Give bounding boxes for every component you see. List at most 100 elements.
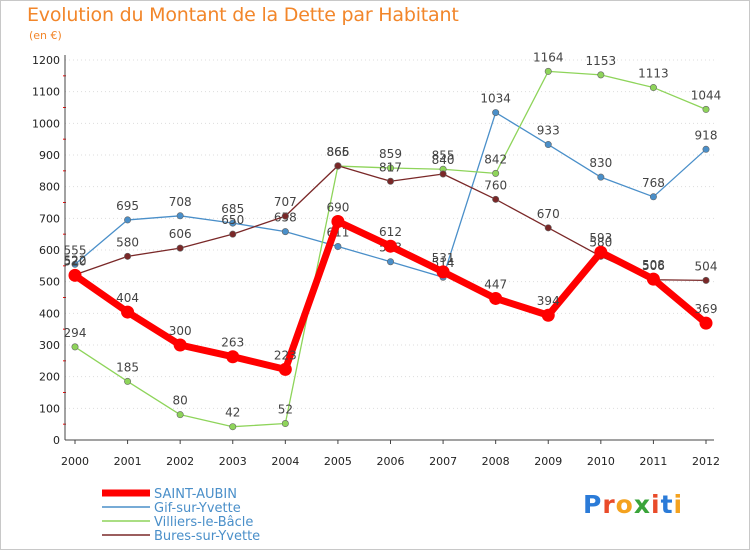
logo-letter: i: [651, 490, 661, 519]
y-tick-label: 1200: [32, 54, 60, 67]
data-label: 768: [642, 176, 665, 190]
data-label: 404: [116, 291, 139, 305]
logo-letter: t: [660, 490, 674, 519]
y-tick-label: 600: [39, 244, 60, 257]
data-label: 859: [379, 147, 402, 161]
data-point: [281, 228, 289, 236]
data-point: [229, 219, 237, 227]
y-tick-label: 500: [39, 276, 60, 289]
data-label: 185: [116, 360, 139, 374]
y-tick-label: 400: [39, 307, 60, 320]
data-point: [699, 316, 713, 330]
x-tick-label: 2012: [692, 455, 720, 468]
data-point: [702, 105, 710, 113]
data-label: 690: [326, 201, 349, 215]
data-point: [489, 291, 503, 305]
data-label: 685: [221, 202, 244, 216]
y-tick-label: 700: [39, 212, 60, 225]
x-tick-label: 2002: [166, 455, 194, 468]
data-point: [386, 258, 394, 266]
legend-label: Gif-sur-Yvette: [154, 501, 241, 516]
data-label: 933: [537, 124, 560, 138]
data-label: 817: [379, 160, 402, 174]
data-label: 670: [537, 207, 560, 221]
proxiti-logo: Proxiti: [583, 490, 683, 519]
data-point: [702, 276, 710, 284]
data-point: [124, 377, 132, 385]
x-tick-label: 2009: [534, 455, 562, 468]
data-label: 918: [695, 128, 718, 142]
data-point: [386, 164, 394, 172]
data-point: [544, 224, 552, 232]
data-point: [594, 245, 608, 259]
data-label: 1044: [691, 88, 722, 102]
data-point: [71, 343, 79, 351]
data-label: 866: [326, 145, 349, 159]
data-label: 1164: [533, 50, 564, 64]
data-point: [124, 216, 132, 224]
data-label: 606: [169, 227, 192, 241]
data-label: 830: [589, 156, 612, 170]
data-point: [176, 244, 184, 252]
data-point: [124, 252, 132, 260]
data-label: 520: [64, 254, 87, 268]
data-label: 447: [484, 277, 507, 291]
data-point: [649, 193, 657, 201]
data-label: 394: [537, 294, 560, 308]
x-tick-label: 2008: [482, 455, 510, 468]
x-tick-label: 2011: [639, 455, 667, 468]
data-point: [229, 230, 237, 238]
y-tick-label: 1100: [32, 86, 60, 99]
data-point: [278, 362, 292, 376]
y-tick-label: 200: [39, 371, 60, 384]
data-point: [281, 420, 289, 428]
chart-title: Evolution du Montant de la Dette par Hab…: [27, 4, 459, 26]
data-point: [281, 212, 289, 220]
data-label: 593: [589, 231, 612, 245]
data-point: [121, 305, 135, 319]
data-label: 1153: [586, 54, 617, 68]
data-label: 760: [484, 178, 507, 192]
data-point: [334, 162, 342, 170]
data-point: [229, 423, 237, 431]
data-label: 42: [225, 406, 240, 420]
data-point: [544, 67, 552, 75]
data-label: 80: [173, 394, 188, 408]
data-point: [646, 272, 660, 286]
x-tick-label: 2004: [271, 455, 299, 468]
logo-letter: P: [583, 490, 603, 519]
data-label: 708: [169, 195, 192, 209]
data-label: 840: [432, 153, 455, 167]
data-point: [436, 265, 450, 279]
x-tick-label: 2000: [61, 455, 89, 468]
data-point: [384, 239, 397, 253]
logo-letter: i: [673, 490, 684, 519]
data-point: [702, 145, 710, 153]
data-label: 865: [326, 145, 349, 159]
data-point: [492, 195, 500, 203]
data-label: 508: [642, 258, 665, 272]
data-point: [68, 268, 82, 282]
data-label: 52: [278, 403, 293, 417]
data-point: [176, 212, 184, 220]
data-point: [176, 411, 184, 419]
data-label: 580: [116, 235, 139, 249]
data-point: [71, 260, 79, 268]
data-label: 531: [432, 251, 455, 265]
data-label: 695: [116, 199, 139, 213]
data-label: 1034: [480, 92, 511, 106]
data-point: [386, 177, 394, 185]
chart-subtitle: (en €): [29, 29, 62, 42]
data-label: 1113: [638, 67, 669, 81]
data-point: [492, 109, 500, 117]
legend-label: Villiers-le-Bâcle: [154, 515, 253, 530]
data-label: 504: [695, 259, 718, 273]
x-tick-label: 2010: [587, 455, 615, 468]
data-point: [649, 84, 657, 92]
data-label: 612: [379, 225, 402, 239]
data-label: 263: [221, 336, 244, 350]
data-label: 300: [169, 324, 192, 338]
y-tick-label: 300: [39, 339, 60, 352]
data-label: 223: [274, 348, 297, 362]
